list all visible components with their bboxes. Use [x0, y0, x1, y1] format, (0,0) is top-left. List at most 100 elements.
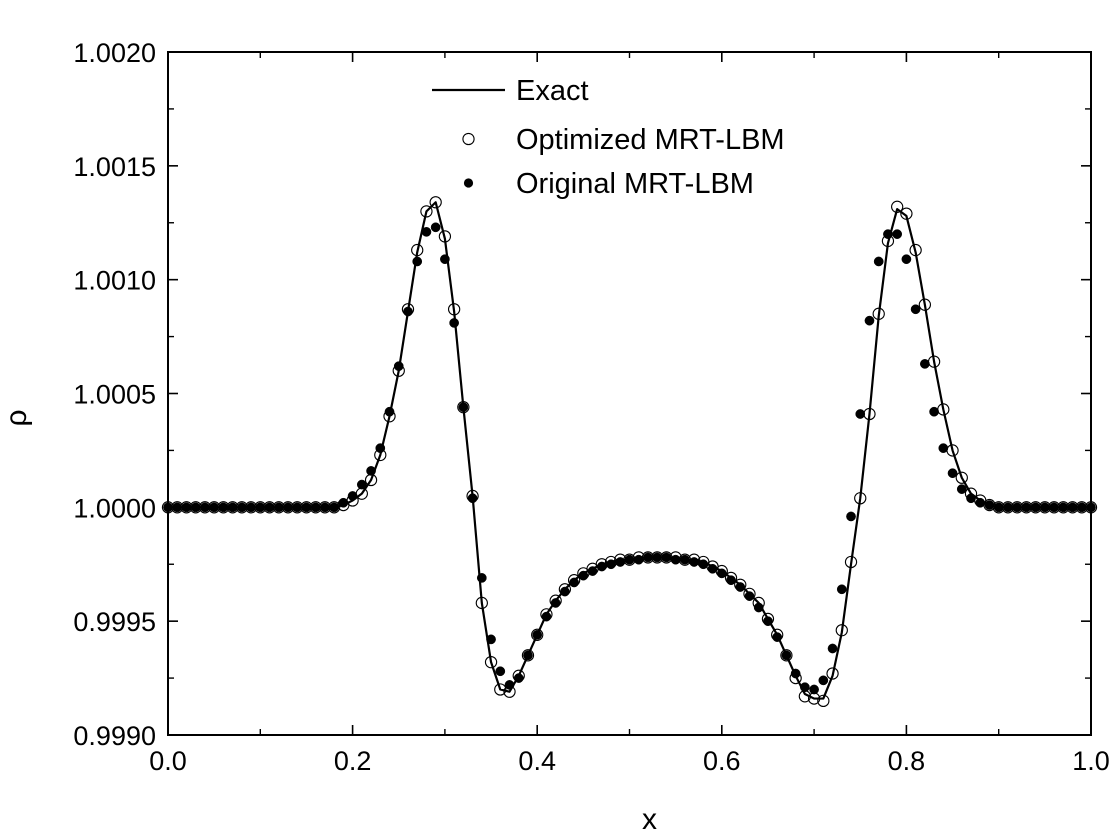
- data-point-original: [781, 650, 792, 661]
- data-point-original: [846, 511, 856, 522]
- legend-label: Exact: [516, 75, 589, 107]
- data-point-optimized: [281, 501, 295, 514]
- data-point-optimized: [457, 401, 470, 414]
- data-point-optimized: [383, 410, 396, 423]
- data-point-optimized: [992, 501, 1005, 514]
- data-point-original: [892, 229, 903, 239]
- data-point-original: [458, 402, 469, 413]
- data-point-optimized: [623, 553, 636, 566]
- data-point-optimized: [189, 501, 202, 514]
- data-point-optimized: [198, 501, 212, 514]
- data-point-optimized: [807, 692, 821, 705]
- data-point-original: [901, 254, 912, 265]
- data-point-optimized: [752, 596, 765, 610]
- data-point-optimized: [327, 501, 341, 514]
- y-tick-label: 0.9990: [73, 721, 156, 751]
- x-tick-label: 0.2: [334, 746, 372, 776]
- data-point-optimized: [207, 501, 221, 514]
- plot-area: [161, 196, 1098, 707]
- data-point-original: [440, 254, 450, 265]
- data-point-original: [476, 573, 487, 583]
- data-point-optimized: [540, 608, 553, 621]
- data-point-original: [486, 634, 496, 645]
- y-tick-label: 1.0000: [73, 493, 156, 523]
- data-point-original: [753, 602, 764, 613]
- x-tick-label: 1.0: [1072, 746, 1110, 776]
- data-point-optimized: [503, 685, 516, 698]
- data-point-optimized: [927, 355, 941, 368]
- data-point-original: [800, 682, 810, 693]
- data-point-optimized: [263, 501, 276, 514]
- y-tick-label: 1.0015: [73, 152, 156, 182]
- data-point-optimized: [217, 501, 230, 514]
- data-point-original: [356, 479, 367, 490]
- data-point-optimized: [854, 492, 867, 505]
- x-tick-label: 0.8: [888, 746, 926, 776]
- data-point-optimized: [1001, 501, 1015, 514]
- data-point-original: [366, 466, 376, 476]
- data-point-optimized: [1066, 501, 1079, 514]
- data-point-optimized: [494, 683, 507, 696]
- data-point-optimized: [964, 487, 978, 500]
- data-point-optimized: [318, 501, 332, 514]
- data-point-optimized: [226, 501, 239, 514]
- data-point-original: [523, 650, 533, 661]
- data-point-optimized: [531, 628, 544, 641]
- data-point-optimized: [891, 200, 904, 213]
- data-point-optimized: [863, 407, 876, 421]
- data-point-optimized: [420, 205, 433, 218]
- data-point-optimized: [291, 501, 304, 514]
- data-point-optimized: [715, 564, 728, 578]
- legend-open-circle-symbol: [462, 132, 475, 146]
- data-point-original: [873, 256, 884, 267]
- data-point-optimized: [687, 553, 701, 566]
- data-point-optimized: [1057, 501, 1070, 514]
- data-point-optimized: [900, 207, 913, 220]
- data-point-optimized: [180, 501, 193, 514]
- data-point-optimized: [881, 234, 895, 248]
- data-point-optimized: [771, 628, 784, 641]
- data-point-optimized: [669, 551, 682, 564]
- x-axis-title: x: [642, 803, 657, 836]
- data-point-optimized: [909, 243, 922, 257]
- data-point-optimized: [346, 494, 359, 507]
- data-point-optimized: [872, 307, 885, 320]
- data-point-original: [495, 666, 506, 677]
- data-point-optimized: [272, 501, 285, 514]
- data-point-optimized: [1047, 501, 1061, 514]
- data-point-original: [532, 629, 543, 640]
- data-point-optimized: [983, 498, 996, 512]
- data-point-original: [956, 484, 967, 494]
- data-point-optimized: [309, 501, 322, 514]
- axes: 0.0 0.2 0.4 0.6 0.8 1.0 0.9990 0.9995 1.0000 1.00…: [0, 38, 1110, 836]
- data-point-optimized: [946, 444, 959, 457]
- data-point-original: [864, 315, 875, 326]
- data-point-original: [430, 222, 441, 233]
- data-point-optimized: [429, 196, 442, 209]
- data-point-optimized: [780, 649, 793, 662]
- data-point-optimized: [660, 551, 673, 564]
- x-tick-label: 0.6: [703, 746, 741, 776]
- data-point-original: [384, 406, 395, 417]
- data-point-optimized: [798, 690, 812, 703]
- y-tick-label: 0.9995: [73, 607, 156, 637]
- data-point-optimized: [604, 555, 618, 569]
- data-point-optimized: [724, 571, 738, 585]
- data-point-optimized: [844, 555, 858, 569]
- data-point-optimized: [244, 501, 258, 514]
- y-tick-label: 1.0010: [73, 266, 156, 296]
- data-point-optimized: [466, 489, 479, 503]
- legend-label: Optimized MRT-LBM: [516, 124, 785, 156]
- data-point-optimized: [235, 501, 248, 514]
- data-point-optimized: [549, 594, 562, 607]
- data-point-optimized: [743, 587, 756, 600]
- data-point-optimized: [374, 448, 387, 462]
- data-point-optimized: [734, 578, 747, 591]
- data-point-optimized: [254, 501, 267, 514]
- data-point-optimized: [567, 574, 581, 587]
- data-point-optimized: [512, 669, 525, 682]
- data-point-optimized: [411, 243, 424, 257]
- data-point-optimized: [364, 473, 378, 487]
- y-tick-label: 1.0005: [73, 380, 156, 410]
